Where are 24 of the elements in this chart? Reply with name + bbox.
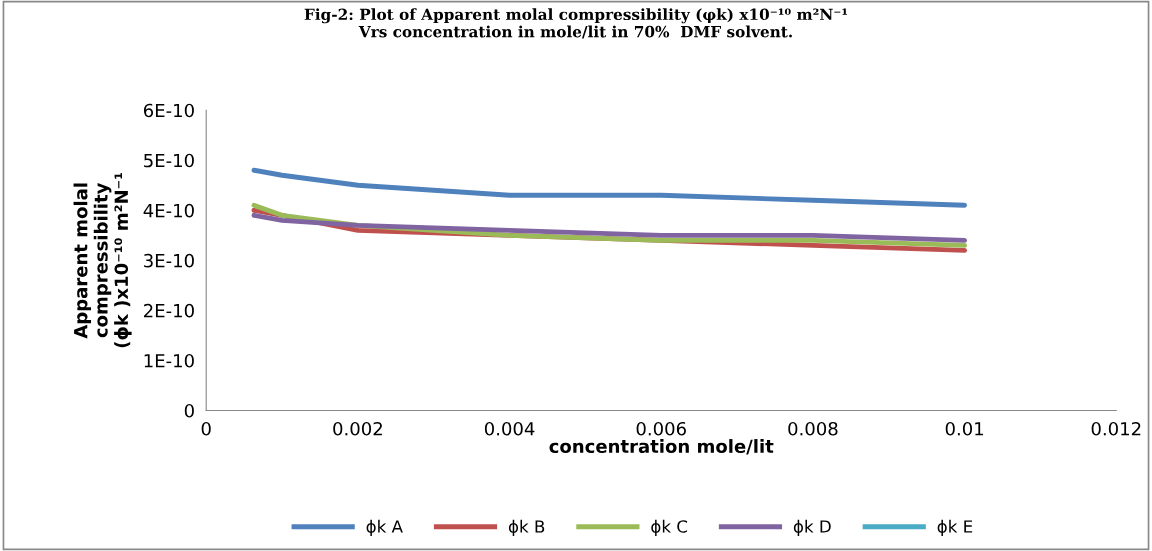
y-tick-label: 0 [184,403,194,418]
y-axis-title: Apparent molal compressibility (ϕk )x10⁻¹⁰ m²N⁻¹ [73,172,132,348]
x-tick-label: 0.012 [1091,421,1141,436]
y-tick-label: 5E-10 [144,153,194,168]
x-tick-label: 0.008 [788,421,838,436]
x-tick-label: 0.01 [945,421,984,436]
legend-label: ϕk D [793,519,831,536]
y-tick-label: 2E-10 [144,303,194,318]
y-tick-label: 1E-10 [144,353,194,368]
x-tick-label: 0 [201,421,211,436]
legend-label: ϕk B [508,519,545,536]
legend-label: ϕk C [651,519,688,536]
legend-label: ϕk E [937,519,973,536]
x-tick-label: 0.004 [484,421,535,436]
x-tick-label: 0.002 [333,421,382,436]
y-tick-label: 6E-10 [143,103,194,118]
chart-title: Fig-2: Plot of Apparent molal compressibility (φk) x10⁻¹⁰ m²N⁻¹ Vrs concentration in mole/lit in 70% DMF solvent. [304,8,848,39]
y-tick-label: 4E-10 [143,203,194,218]
legend-label: ϕk A [366,519,403,536]
x-axis-title: concentration mole/lit [549,439,774,455]
y-tick-label: 3E-10 [144,253,194,268]
line-series [251,167,968,208]
line-series [251,212,968,243]
x-tick-label: 0.006 [636,421,686,436]
